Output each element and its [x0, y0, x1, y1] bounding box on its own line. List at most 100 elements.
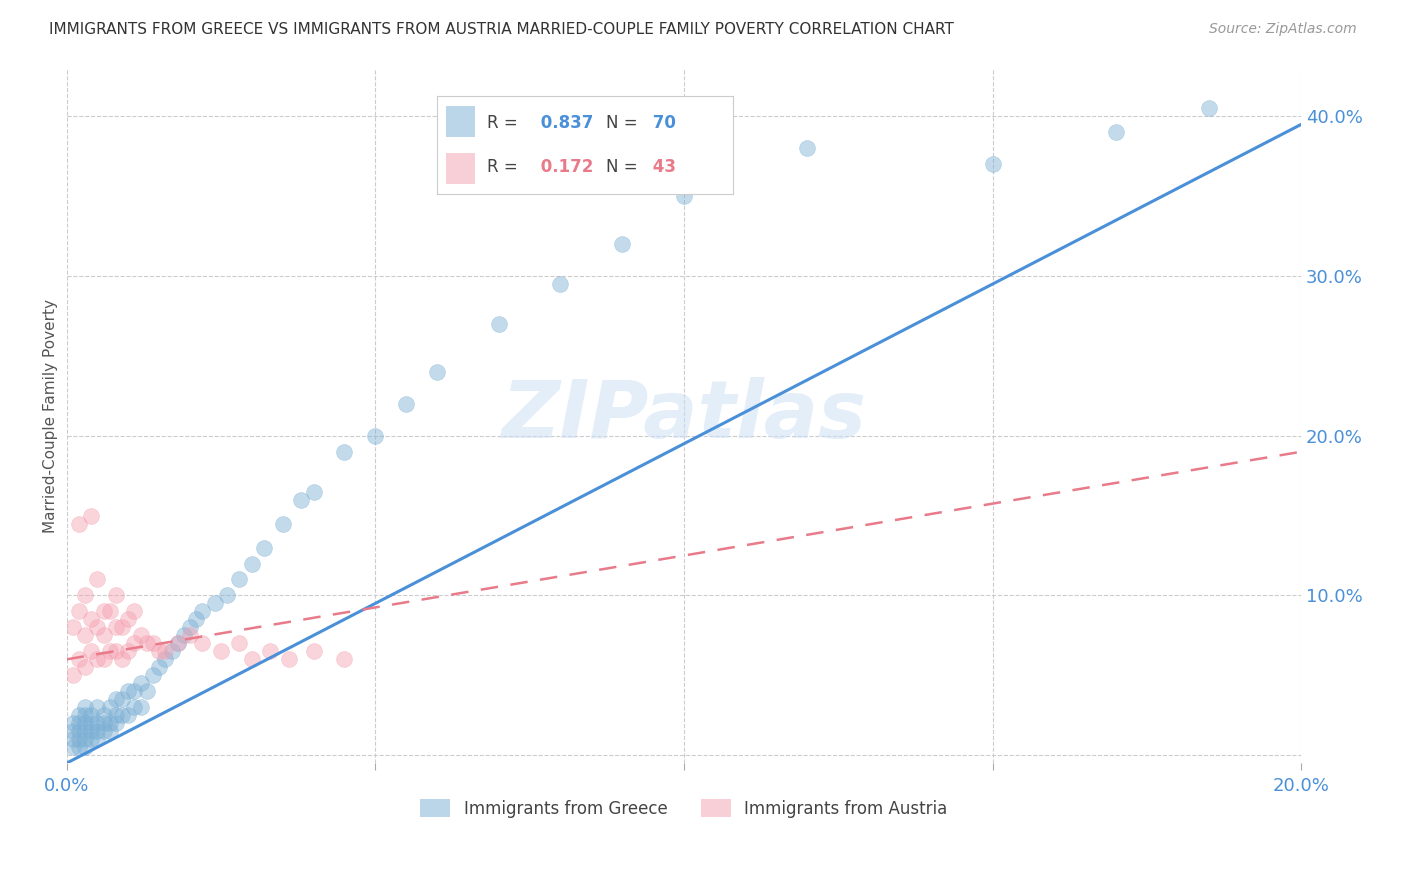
Point — [179, 620, 201, 634]
Point — [75, 708, 97, 723]
Point — [124, 604, 146, 618]
Point — [290, 492, 312, 507]
Point — [204, 597, 226, 611]
Point — [124, 684, 146, 698]
Point — [1105, 125, 1128, 139]
Point — [98, 716, 121, 731]
Point — [86, 732, 108, 747]
Legend: Immigrants from Greece, Immigrants from Austria: Immigrants from Greece, Immigrants from … — [413, 793, 955, 824]
Point — [104, 692, 127, 706]
Point — [610, 237, 633, 252]
Point — [98, 724, 121, 739]
Point — [253, 541, 276, 555]
Point — [129, 676, 152, 690]
Point — [80, 732, 103, 747]
Point — [67, 724, 90, 739]
Point — [62, 716, 84, 731]
Point — [796, 141, 818, 155]
Point — [166, 636, 188, 650]
Point — [228, 636, 250, 650]
Point — [1198, 102, 1220, 116]
Point — [148, 660, 170, 674]
Point — [104, 716, 127, 731]
Point — [104, 589, 127, 603]
Point — [62, 724, 84, 739]
Point — [111, 652, 134, 666]
Point — [135, 684, 157, 698]
Point — [173, 628, 195, 642]
Point — [86, 724, 108, 739]
Point — [333, 444, 356, 458]
Text: Source: ZipAtlas.com: Source: ZipAtlas.com — [1209, 22, 1357, 37]
Point — [67, 516, 90, 531]
Point — [111, 620, 134, 634]
Point — [75, 589, 97, 603]
Point — [302, 644, 325, 658]
Point — [129, 628, 152, 642]
Text: ZIPatlas: ZIPatlas — [502, 376, 866, 455]
Point — [67, 716, 90, 731]
Point — [117, 684, 139, 698]
Point — [550, 277, 572, 291]
Point — [228, 573, 250, 587]
Point — [80, 644, 103, 658]
Point — [333, 652, 356, 666]
Point — [155, 652, 177, 666]
Point — [191, 636, 214, 650]
Point — [67, 732, 90, 747]
Point — [142, 636, 165, 650]
Point — [217, 589, 239, 603]
Point — [98, 644, 121, 658]
Point — [98, 604, 121, 618]
Point — [75, 716, 97, 731]
Point — [80, 612, 103, 626]
Point — [117, 644, 139, 658]
Point — [111, 692, 134, 706]
Point — [981, 157, 1004, 171]
Point — [160, 644, 183, 658]
Point — [155, 644, 177, 658]
Point — [67, 740, 90, 755]
Point — [80, 708, 103, 723]
Point — [75, 700, 97, 714]
Point — [75, 628, 97, 642]
Point — [124, 700, 146, 714]
Point — [117, 708, 139, 723]
Point — [75, 724, 97, 739]
Point — [75, 732, 97, 747]
Point — [86, 700, 108, 714]
Point — [80, 724, 103, 739]
Point — [80, 508, 103, 523]
Point — [191, 604, 214, 618]
Point — [259, 644, 281, 658]
Point — [488, 317, 510, 331]
Point — [129, 700, 152, 714]
Point — [104, 708, 127, 723]
Point — [86, 652, 108, 666]
Point — [93, 604, 115, 618]
Point — [166, 636, 188, 650]
Point — [67, 708, 90, 723]
Point — [80, 716, 103, 731]
Point — [179, 628, 201, 642]
Point — [672, 189, 695, 203]
Point — [93, 724, 115, 739]
Point — [62, 732, 84, 747]
Point — [111, 708, 134, 723]
Text: IMMIGRANTS FROM GREECE VS IMMIGRANTS FROM AUSTRIA MARRIED-COUPLE FAMILY POVERTY : IMMIGRANTS FROM GREECE VS IMMIGRANTS FRO… — [49, 22, 955, 37]
Point — [240, 652, 263, 666]
Point — [98, 700, 121, 714]
Point — [93, 716, 115, 731]
Point — [302, 484, 325, 499]
Point — [67, 604, 90, 618]
Point — [75, 660, 97, 674]
Point — [62, 620, 84, 634]
Point — [240, 557, 263, 571]
Point — [62, 668, 84, 682]
Point — [209, 644, 232, 658]
Point — [186, 612, 208, 626]
Point — [148, 644, 170, 658]
Point — [75, 740, 97, 755]
Point — [93, 708, 115, 723]
Point — [395, 397, 418, 411]
